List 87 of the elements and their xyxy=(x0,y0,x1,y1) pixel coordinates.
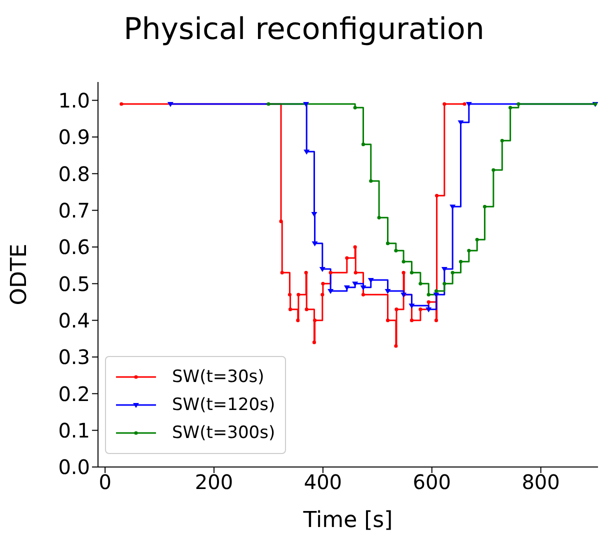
point xyxy=(386,318,390,322)
point xyxy=(442,102,446,106)
point xyxy=(466,102,472,107)
point xyxy=(394,308,398,312)
point xyxy=(402,260,406,264)
y-tick-label: 0.8 xyxy=(58,162,90,186)
point xyxy=(361,292,366,296)
point xyxy=(462,102,466,106)
legend-label: SW(t=120s) xyxy=(172,395,276,415)
point xyxy=(120,102,124,106)
y-tick-label: 0.1 xyxy=(58,418,90,442)
point xyxy=(312,340,316,344)
point xyxy=(442,282,446,286)
point xyxy=(508,106,512,110)
point xyxy=(467,248,471,252)
y-tick-label: 1.0 xyxy=(58,88,90,112)
chart-title: Physical reconfiguration xyxy=(122,11,486,49)
point xyxy=(279,220,283,224)
x-tick-label: 600 xyxy=(412,470,451,494)
point xyxy=(434,194,439,198)
point xyxy=(288,308,292,312)
point xyxy=(312,241,318,246)
point xyxy=(312,318,317,322)
y-tick-label: 0.5 xyxy=(58,272,90,296)
point xyxy=(410,318,414,322)
point xyxy=(386,242,390,246)
point xyxy=(458,260,463,264)
point xyxy=(280,270,284,274)
x-tick-label: 400 xyxy=(304,470,342,494)
point xyxy=(418,308,422,312)
point xyxy=(426,300,430,304)
point xyxy=(266,102,270,106)
point xyxy=(167,102,174,107)
point xyxy=(345,256,349,260)
point xyxy=(296,318,300,322)
y-tick-label: 0.4 xyxy=(58,308,90,332)
point xyxy=(475,238,479,242)
y-tick-label: 0.0 xyxy=(58,455,90,480)
y-tick-label: 0.3 xyxy=(58,345,90,370)
x-tick-label: 0 xyxy=(98,470,112,494)
point xyxy=(353,245,357,249)
point xyxy=(304,270,308,274)
point xyxy=(394,248,398,252)
point xyxy=(377,216,381,220)
legend-label: SW(t=300s) xyxy=(172,423,276,443)
point xyxy=(368,278,374,283)
y-tick-label: 0.7 xyxy=(58,198,90,222)
point xyxy=(311,212,318,217)
point xyxy=(296,292,300,296)
point xyxy=(369,179,373,183)
point xyxy=(384,289,391,294)
point xyxy=(402,270,406,274)
point xyxy=(304,150,310,155)
point xyxy=(328,270,332,274)
point xyxy=(434,289,438,293)
point xyxy=(353,106,357,110)
point xyxy=(434,318,438,322)
point xyxy=(516,102,520,106)
point xyxy=(408,304,415,309)
x-axis-title: Time [s] xyxy=(302,508,393,533)
point xyxy=(418,282,422,286)
point xyxy=(482,204,487,208)
y-tick-label: 0.2 xyxy=(58,382,90,406)
y-tick-label: 0.6 xyxy=(58,235,90,260)
point xyxy=(500,138,504,142)
point xyxy=(394,344,398,348)
point xyxy=(303,102,310,107)
point xyxy=(321,282,325,286)
point xyxy=(328,289,334,294)
y-axis-title: ODTE xyxy=(6,244,32,306)
point xyxy=(410,270,414,274)
point xyxy=(450,270,454,274)
point xyxy=(426,292,430,296)
point xyxy=(492,168,496,172)
point xyxy=(288,292,292,296)
y-tick-label: 0.9 xyxy=(58,125,90,150)
point xyxy=(354,270,358,274)
x-tick-label: 800 xyxy=(522,470,560,494)
point xyxy=(304,308,308,312)
point xyxy=(319,267,326,272)
x-tick-label: 200 xyxy=(194,470,234,494)
point xyxy=(360,285,366,290)
point xyxy=(361,142,366,146)
point xyxy=(441,267,448,272)
point xyxy=(426,307,432,312)
point xyxy=(320,292,324,296)
legend-label: SW(t=30s) xyxy=(172,367,264,387)
